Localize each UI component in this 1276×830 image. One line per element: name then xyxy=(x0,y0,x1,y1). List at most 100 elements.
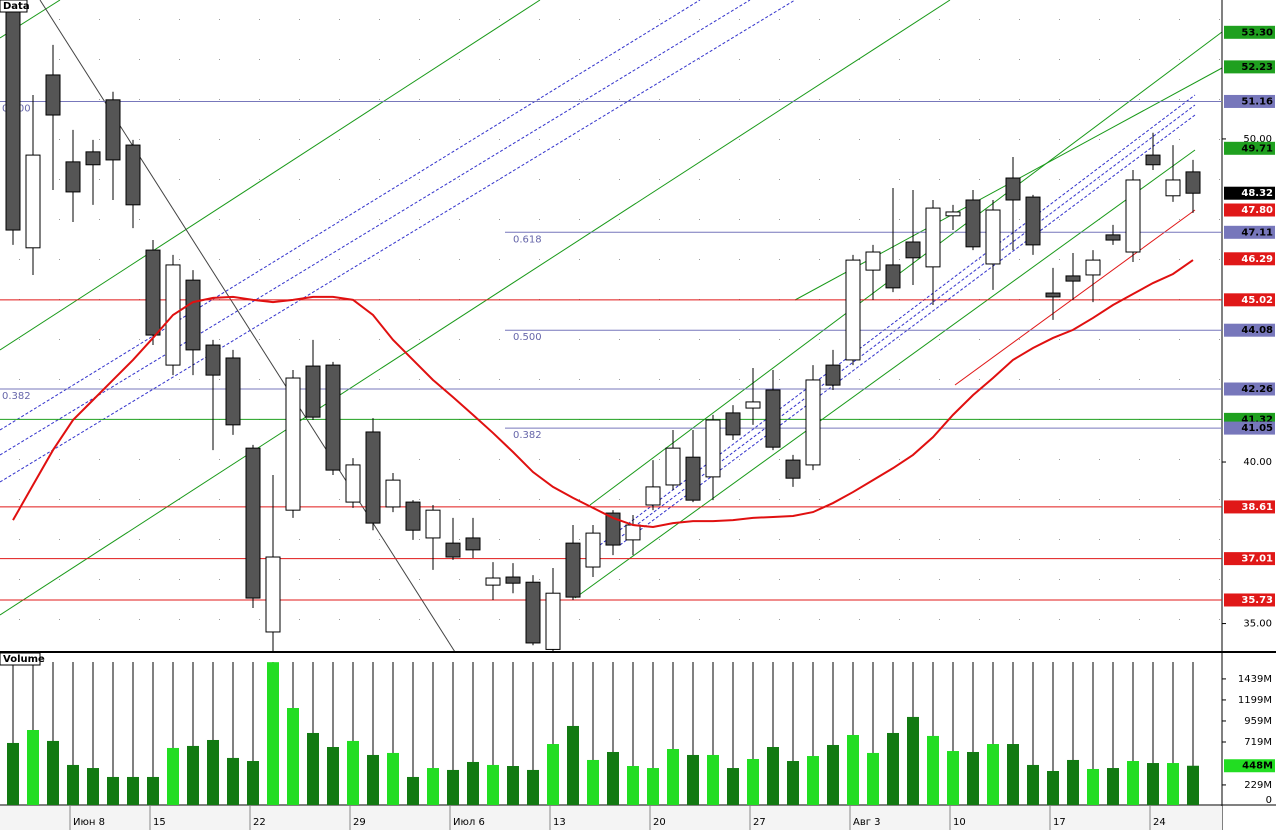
level-box xyxy=(1224,593,1275,607)
candle-body xyxy=(225,357,241,426)
volume-bar xyxy=(827,744,839,805)
level-box xyxy=(1224,323,1275,337)
volume-bar xyxy=(887,732,899,805)
volume-bar xyxy=(907,716,919,805)
volume-bar xyxy=(447,769,459,805)
volume-bar xyxy=(407,776,419,805)
y-tick-label: 40.00 xyxy=(1243,457,1272,468)
level-label: 48.32 xyxy=(1241,188,1273,199)
volume-bar xyxy=(107,776,119,805)
candle-body xyxy=(45,74,61,116)
candle-body xyxy=(845,259,861,361)
volume-bar xyxy=(587,759,599,805)
volume-bar xyxy=(387,752,399,805)
level-label: 44.08 xyxy=(1241,325,1273,336)
y-tick-label: 1439M xyxy=(1238,674,1272,685)
candle-body xyxy=(865,251,881,271)
candle-body xyxy=(505,576,521,584)
red-trend-line xyxy=(954,209,1196,386)
volume-bar xyxy=(187,745,199,805)
volume-bar xyxy=(1187,765,1199,805)
level-label: 42.26 xyxy=(1241,384,1273,395)
level-label: 47.80 xyxy=(1241,205,1273,216)
trend-line xyxy=(0,0,541,351)
price-background xyxy=(0,0,1222,652)
y-tick-label: 229M xyxy=(1244,780,1272,791)
volume-bar xyxy=(547,744,559,805)
volume-bar xyxy=(147,776,159,805)
volume-bar xyxy=(247,761,259,805)
level-box xyxy=(1224,25,1275,39)
volume-bar xyxy=(987,744,999,805)
candle-body xyxy=(425,509,441,539)
volume-bar xyxy=(1007,744,1019,805)
volume-bar xyxy=(167,747,179,805)
level-box xyxy=(1224,252,1275,266)
volume-bar xyxy=(867,752,879,805)
level-label: 35.73 xyxy=(1241,595,1273,606)
candle-body xyxy=(705,419,721,478)
volume-bar xyxy=(847,734,859,805)
candle-body xyxy=(385,479,401,508)
candle-body xyxy=(1085,259,1101,276)
candle-body xyxy=(965,199,981,248)
candle-body xyxy=(1185,171,1201,194)
panel-tag: Data xyxy=(3,1,30,12)
volume-bar xyxy=(947,751,959,805)
candle-body xyxy=(1025,196,1041,246)
x-tick-label: 22 xyxy=(253,817,266,828)
volume-bar xyxy=(767,746,779,805)
volume-bar xyxy=(567,725,579,805)
x-tick-label: 24 xyxy=(1153,817,1166,828)
level-label: 46.29 xyxy=(1241,254,1273,265)
candle-body xyxy=(1145,154,1161,166)
candle-body xyxy=(905,241,921,259)
level-label: 47.11 xyxy=(1241,227,1273,238)
volume-bar xyxy=(1167,763,1179,805)
date-axis-background xyxy=(0,806,1222,830)
x-tick-label: 15 xyxy=(153,817,166,828)
panel-tag-box xyxy=(0,0,28,13)
volume-bar xyxy=(647,768,659,805)
volume-bar xyxy=(1087,768,1099,805)
dashed-line xyxy=(0,0,701,431)
y-tick-label: 50.00 xyxy=(1243,134,1272,145)
volume-bar xyxy=(967,751,979,805)
level-label: 51.16 xyxy=(1241,96,1273,107)
candle-body xyxy=(765,389,781,448)
level-box xyxy=(1224,186,1275,200)
volume-bar xyxy=(1047,771,1059,805)
volume-bar xyxy=(707,754,719,805)
candle-body xyxy=(685,456,701,501)
volume-bar xyxy=(787,761,799,805)
candle-body xyxy=(805,379,821,466)
level-box xyxy=(1224,60,1275,74)
candle-body xyxy=(825,364,841,386)
candle-body xyxy=(245,447,261,599)
y-tick-label: 1199M xyxy=(1238,695,1272,706)
x-tick-label: 10 xyxy=(953,817,966,828)
candle-body xyxy=(5,4,21,231)
candle-body xyxy=(985,209,1001,265)
candle-body xyxy=(605,512,621,546)
volume-bar xyxy=(87,768,99,805)
candle-body xyxy=(365,431,381,524)
candle-body xyxy=(885,264,901,289)
candle-body xyxy=(65,161,81,193)
level-box xyxy=(1224,141,1275,155)
trend-line xyxy=(589,31,1223,506)
y-tick-label: 35.00 xyxy=(1243,619,1272,630)
level-label: 41.32 xyxy=(1241,414,1273,425)
moving-average xyxy=(12,259,1194,528)
volume-bar xyxy=(807,756,819,805)
candle-body xyxy=(345,464,361,503)
x-tick-label: 13 xyxy=(553,817,566,828)
volume-bar xyxy=(607,751,619,805)
panel-tag: Volume xyxy=(3,654,45,665)
volume-bar xyxy=(127,776,139,805)
candle-body xyxy=(25,154,41,249)
volume-bar xyxy=(627,766,639,805)
candle-body xyxy=(525,581,541,644)
candle-body xyxy=(1125,179,1141,253)
candle-body xyxy=(1165,179,1181,197)
